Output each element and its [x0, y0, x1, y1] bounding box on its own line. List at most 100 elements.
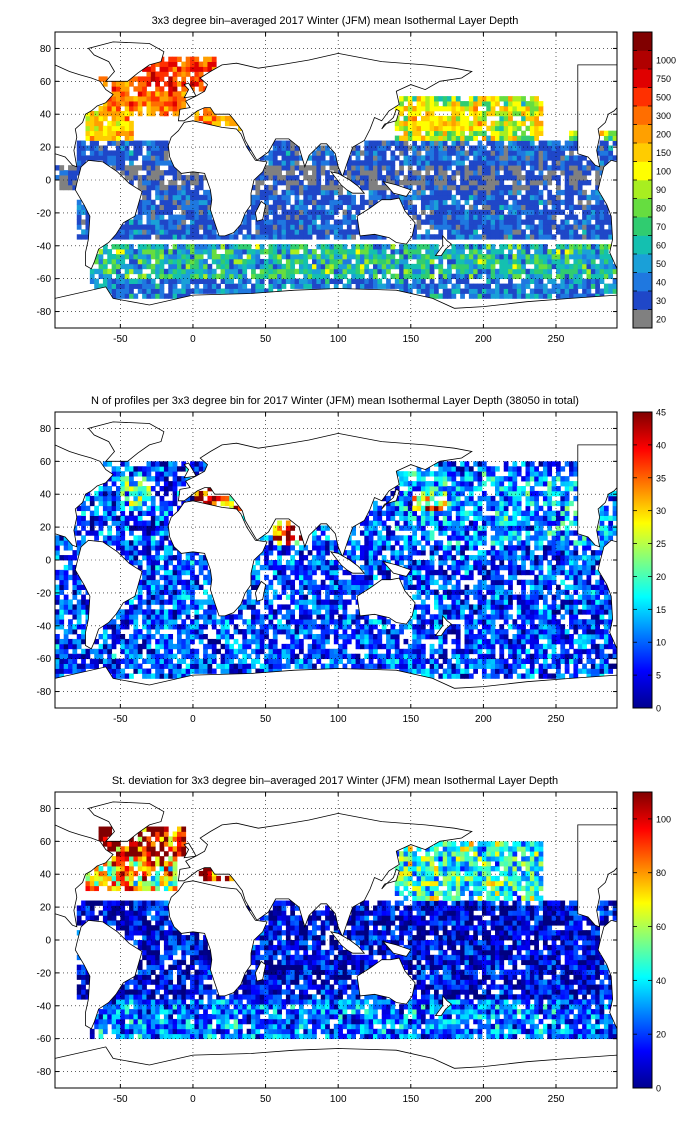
heatmap-cell — [172, 574, 178, 581]
heatmap-cell — [534, 204, 539, 210]
heatmap-cell — [129, 288, 134, 294]
heatmap-cell — [534, 145, 539, 151]
heatmap-cell — [451, 135, 457, 141]
heatmap-cell — [120, 130, 126, 136]
heatmap-cell — [447, 184, 452, 191]
heatmap-cell — [525, 283, 531, 289]
heatmap-cell — [255, 175, 261, 181]
heatmap-cell — [172, 466, 178, 472]
heatmap-cell — [447, 214, 452, 220]
heatmap-cell — [373, 234, 378, 240]
heatmap-cell — [429, 268, 435, 275]
heatmap-cell — [390, 180, 396, 186]
heatmap-cell — [394, 106, 400, 112]
heatmap-cell — [168, 471, 174, 477]
heatmap-cell — [468, 170, 474, 176]
heatmap-cell — [294, 244, 300, 250]
heatmap-cell — [251, 249, 256, 255]
heatmap-cell — [499, 263, 505, 270]
heatmap-cell — [55, 584, 60, 590]
heatmap-cell — [172, 101, 178, 107]
heatmap-cell — [460, 234, 465, 240]
heatmap-cell — [89, 150, 95, 156]
heatmap-cell — [525, 189, 531, 196]
heatmap-cell — [534, 199, 539, 206]
heatmap-cell — [486, 214, 492, 220]
colorbar-label: 100 — [656, 166, 671, 176]
heatmap-cell — [251, 569, 256, 576]
heatmap-cell — [564, 160, 570, 166]
heatmap-cell — [150, 76, 156, 82]
heatmap-cell — [146, 574, 152, 581]
heatmap-cell — [142, 500, 147, 507]
heatmap-cell — [351, 530, 357, 536]
heatmap-cell — [603, 254, 609, 260]
heatmap-cell — [495, 110, 500, 117]
heatmap-cell — [89, 648, 95, 655]
heatmap-cell — [76, 574, 82, 581]
heatmap-cell — [111, 643, 117, 650]
heatmap-cell — [560, 244, 566, 250]
heatmap-cell — [342, 653, 348, 660]
heatmap-cell — [495, 184, 500, 191]
heatmap-cell — [281, 629, 287, 635]
heatmap-cell — [603, 140, 609, 146]
heatmap-cell — [211, 283, 217, 289]
heatmap-cell — [133, 594, 139, 600]
heatmap-cell — [285, 560, 291, 566]
heatmap-cell — [499, 199, 505, 206]
heatmap-cell — [176, 229, 182, 235]
heatmap-cell — [94, 278, 99, 284]
heatmap-cell — [473, 150, 478, 156]
heatmap-cell — [529, 180, 535, 186]
heatmap-cell — [137, 96, 143, 102]
heatmap-cell — [176, 599, 182, 605]
heatmap-cell — [137, 106, 143, 112]
heatmap-cell — [316, 648, 322, 655]
heatmap-cell — [312, 258, 317, 265]
heatmap-cell — [277, 540, 282, 546]
heatmap-cell — [233, 505, 239, 512]
heatmap-cell — [190, 278, 195, 284]
heatmap-cell — [163, 490, 169, 497]
heatmap-cell — [155, 254, 160, 260]
heatmap-cell — [98, 648, 104, 655]
heatmap-cell — [473, 106, 478, 112]
heatmap-cell — [490, 170, 496, 176]
heatmap-cell — [499, 180, 505, 186]
heatmap-cell — [281, 140, 287, 146]
heatmap-cell — [115, 125, 121, 132]
heatmap-cell — [608, 135, 614, 141]
heatmap-cell — [468, 106, 474, 112]
heatmap-cell — [146, 476, 152, 482]
heatmap-cell — [534, 244, 539, 250]
colorbar-label: 50 — [656, 259, 666, 269]
heatmap-cell — [447, 194, 452, 201]
heatmap-cell — [176, 214, 182, 220]
heatmap-cell — [551, 150, 557, 156]
heatmap-cell — [547, 170, 553, 176]
heatmap-cell — [150, 614, 156, 620]
heatmap-cell — [503, 175, 509, 181]
heatmap-cell — [468, 273, 474, 280]
heatmap-cell — [172, 61, 178, 67]
heatmap-cell — [307, 254, 313, 260]
heatmap-cell — [521, 219, 526, 225]
heatmap-cell — [68, 175, 73, 181]
heatmap-cell — [477, 244, 483, 250]
heatmap-cell — [373, 175, 378, 181]
heatmap-cell — [142, 520, 147, 526]
heatmap-cell — [133, 466, 139, 472]
heatmap-cell — [333, 569, 339, 576]
heatmap-cell — [599, 130, 605, 136]
heatmap-cell — [181, 224, 187, 230]
heatmap-cell — [429, 130, 435, 136]
heatmap-cell — [198, 466, 204, 472]
heatmap-cell — [290, 564, 296, 571]
heatmap-cell — [194, 624, 200, 630]
heatmap-cell — [303, 653, 309, 660]
colorbar-swatch — [633, 69, 652, 88]
heatmap-cell — [490, 180, 496, 186]
heatmap-cell — [342, 663, 348, 669]
heatmap-cell — [124, 663, 130, 669]
